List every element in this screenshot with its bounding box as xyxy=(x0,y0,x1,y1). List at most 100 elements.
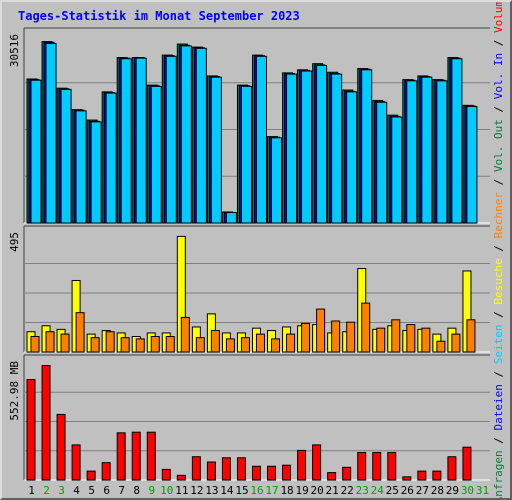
x-tick-label: 26 xyxy=(401,484,414,497)
bar-volumen-day-20 xyxy=(312,444,322,481)
x-tick-label: 10 xyxy=(160,484,173,497)
bar-rechner-day-10 xyxy=(165,336,175,353)
bar-seiten-day-27 xyxy=(421,76,433,224)
bar-volumen-day-14 xyxy=(221,457,231,481)
bar-seiten-day-19 xyxy=(301,70,313,224)
bar-seiten-day-16 xyxy=(255,55,267,224)
bar-rechner-day-29 xyxy=(451,333,461,353)
bar-volumen-day-3 xyxy=(56,413,66,481)
x-tick-label: 24 xyxy=(371,484,385,497)
x-tick-label: 6 xyxy=(103,484,110,497)
x-tick-label: 5 xyxy=(88,484,95,497)
bar-volumen-day-16 xyxy=(251,465,261,481)
bar-rechner-day-23 xyxy=(361,302,371,353)
bar-volumen-day-17 xyxy=(267,465,277,481)
panel-2: 495 xyxy=(8,225,490,353)
x-tick-label: 31 xyxy=(476,484,489,497)
bar-rechner-day-8 xyxy=(135,338,145,353)
bar-seiten-day-5 xyxy=(90,121,102,224)
bar-rechner-day-28 xyxy=(436,340,446,353)
legend-item: Vol. In xyxy=(492,53,505,99)
x-tick-label: 30 xyxy=(461,484,474,497)
bar-rechner-day-12 xyxy=(195,337,205,353)
bar-rechner-day-5 xyxy=(90,337,100,353)
legend-item: Vol. Out xyxy=(492,119,505,172)
bar-rechner-day-9 xyxy=(150,336,160,353)
bar-seiten-day-4 xyxy=(75,110,87,224)
x-tick-label: 1 xyxy=(28,484,35,497)
bar-volumen-day-9 xyxy=(146,431,156,481)
bar-volumen-day-7 xyxy=(116,432,126,481)
legend-item: / xyxy=(492,364,505,384)
bar-rechner-day-1 xyxy=(30,336,40,353)
bar-seiten-day-7 xyxy=(120,58,132,224)
panel-3: 552.98 MB xyxy=(8,354,490,481)
plot-area xyxy=(24,355,490,480)
bar-rechner-day-13 xyxy=(210,330,220,353)
legend-item: Volumen xyxy=(492,2,505,33)
x-tick-label: 19 xyxy=(295,484,308,497)
bar-volumen-day-5 xyxy=(86,470,96,481)
chart-title: Tages-Statistik im Monat September 2023 xyxy=(18,9,300,23)
legend-item: Rechner xyxy=(492,192,505,239)
x-tick-label: 3 xyxy=(58,484,65,497)
legend-item: / xyxy=(492,99,505,119)
bar-seiten-day-1 xyxy=(30,79,42,224)
x-tick-label: 28 xyxy=(431,484,444,497)
legend-item: / xyxy=(492,33,505,53)
bar-volumen-day-11 xyxy=(176,474,186,481)
bar-volumen-day-1 xyxy=(26,378,36,481)
x-tick-label: 9 xyxy=(148,484,155,497)
bar-seiten-day-18 xyxy=(286,73,298,224)
x-tick-label: 12 xyxy=(190,484,203,497)
bar-seiten-day-29 xyxy=(451,58,463,224)
bar-volumen-day-18 xyxy=(282,464,292,481)
bar-seiten-day-20 xyxy=(316,65,328,224)
legend-item: / xyxy=(492,305,505,325)
bar-rechner-day-20 xyxy=(316,308,326,353)
bar-volumen-day-13 xyxy=(206,461,216,481)
bar-seiten-day-2 xyxy=(45,42,57,224)
bar-seiten-day-8 xyxy=(135,57,147,224)
bar-volumen-day-19 xyxy=(297,449,307,481)
bar-volumen-day-10 xyxy=(161,468,171,481)
bar-volumen-day-26 xyxy=(402,476,412,481)
bar-seiten-day-25 xyxy=(391,116,403,224)
bar-volumen-day-30 xyxy=(462,446,472,481)
bar-volumen-day-6 xyxy=(101,462,111,481)
bar-volumen-day-29 xyxy=(447,456,457,481)
bar-seiten-day-17 xyxy=(271,137,283,224)
x-tick-label: 23 xyxy=(356,484,369,497)
legend-item: Seiten xyxy=(492,324,505,364)
x-tick-label: 25 xyxy=(386,484,399,497)
x-tick-label: 7 xyxy=(118,484,125,497)
bar-volumen-day-22 xyxy=(342,466,352,481)
x-tick-label: 8 xyxy=(133,484,140,497)
bar-rechner-day-22 xyxy=(346,321,356,353)
panel-1: 30516 xyxy=(8,27,490,224)
bar-seiten-day-15 xyxy=(240,85,252,224)
legend-item: / xyxy=(492,172,505,192)
bar-seiten-day-21 xyxy=(331,73,343,224)
x-tick-label: 2 xyxy=(43,484,50,497)
legend-item: / xyxy=(492,430,505,450)
x-tick-label: 14 xyxy=(220,484,234,497)
bar-rechner-day-27 xyxy=(421,327,431,353)
y-max-label: 495 xyxy=(8,232,21,252)
bar-seiten-day-11 xyxy=(180,45,192,224)
bar-seiten-day-6 xyxy=(105,92,117,224)
x-tick-label: 4 xyxy=(73,484,80,497)
legend-item: / xyxy=(492,238,505,258)
bar-rechner-day-26 xyxy=(406,324,416,353)
bar-volumen-day-28 xyxy=(432,470,442,481)
bar-seiten-day-28 xyxy=(436,80,448,224)
bar-seiten-day-23 xyxy=(361,69,373,224)
bar-volumen-day-27 xyxy=(417,470,427,481)
x-tick-label: 27 xyxy=(416,484,429,497)
bar-rechner-day-14 xyxy=(225,338,235,353)
x-tick-label: 15 xyxy=(235,484,248,497)
bar-volumen-day-15 xyxy=(236,457,246,481)
x-tick-label: 18 xyxy=(280,484,293,497)
